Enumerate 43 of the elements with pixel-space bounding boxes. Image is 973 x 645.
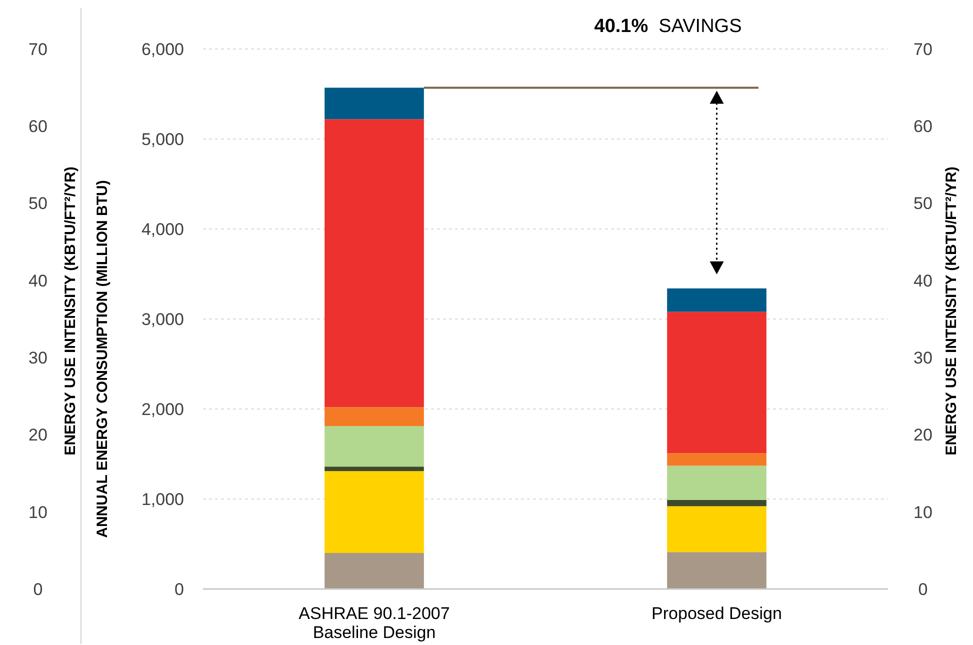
- y-axis-title: ANNUAL ENERGY CONSUMPTION (MILLION BTU): [94, 180, 111, 538]
- y3-tick-label: 70: [914, 40, 932, 59]
- bar: [667, 552, 766, 589]
- y2-axis-title: ENERGY USE INTENSITY (KBTU/FT²/YR): [62, 166, 79, 456]
- y-tick-label: 4,000: [141, 220, 184, 239]
- bar: [324, 407, 424, 426]
- y3-tick-label: 20: [914, 426, 932, 445]
- y2-tick-label: 60: [28, 117, 48, 136]
- y2-tick-label: 10: [28, 502, 48, 522]
- x-tick-label: Proposed Design: [652, 604, 782, 623]
- bar: [667, 466, 766, 500]
- y3-tick-label: 50: [914, 194, 932, 214]
- y2-tick-label: 20: [28, 426, 48, 445]
- y2-tick-label: 50: [28, 194, 48, 214]
- bar: [667, 500, 766, 506]
- y3-tick-label: 10: [914, 502, 932, 522]
- y3-tick-label: 60: [914, 117, 932, 136]
- y2-tick-label: 70: [28, 40, 48, 59]
- y-tick-label: 0: [174, 580, 184, 599]
- y-tick-label: 5,000: [141, 130, 184, 149]
- bar: [324, 466, 424, 472]
- bar: [324, 471, 424, 553]
- y-tick-label: 6,000: [141, 40, 184, 59]
- bar: [324, 553, 424, 589]
- y-tick-label: 2,000: [141, 400, 184, 419]
- bar: [667, 288, 766, 312]
- bar: [324, 119, 424, 408]
- y3-axis-title: ENERGY USE INTENSITY (KBTU/FT²/YR): [943, 166, 960, 456]
- bar: [667, 453, 766, 466]
- x-tick-label: ASHRAE 90.1-2007 Baseline Design: [298, 604, 450, 642]
- bar: [324, 426, 424, 467]
- y2-tick-label: 40: [28, 271, 48, 290]
- bar: [324, 88, 424, 120]
- bar: [667, 312, 766, 454]
- text: 40.1% SAVINGS: [594, 16, 742, 37]
- y3-tick-label: 0: [918, 580, 928, 599]
- bar: [667, 506, 766, 552]
- y2-tick-label: 30: [28, 348, 48, 368]
- y-tick-label: 3,000: [141, 310, 184, 329]
- y3-tick-label: 30: [914, 348, 932, 368]
- y3-tick-label: 40: [914, 271, 932, 290]
- y-tick-label: 1,000: [141, 490, 184, 509]
- y2-tick-label: 0: [33, 580, 43, 599]
